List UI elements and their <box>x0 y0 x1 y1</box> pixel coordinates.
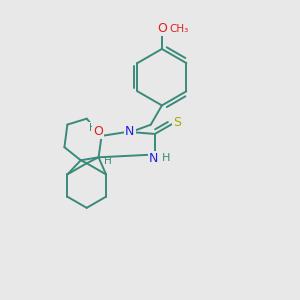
Text: N: N <box>149 152 158 165</box>
Text: S: S <box>173 116 181 129</box>
Text: H: H <box>104 156 112 166</box>
Text: O: O <box>157 22 167 35</box>
Text: H: H <box>89 123 97 133</box>
Text: H: H <box>162 153 170 163</box>
Text: CH₃: CH₃ <box>169 24 189 34</box>
Text: O: O <box>93 125 103 138</box>
Text: N: N <box>125 125 134 138</box>
